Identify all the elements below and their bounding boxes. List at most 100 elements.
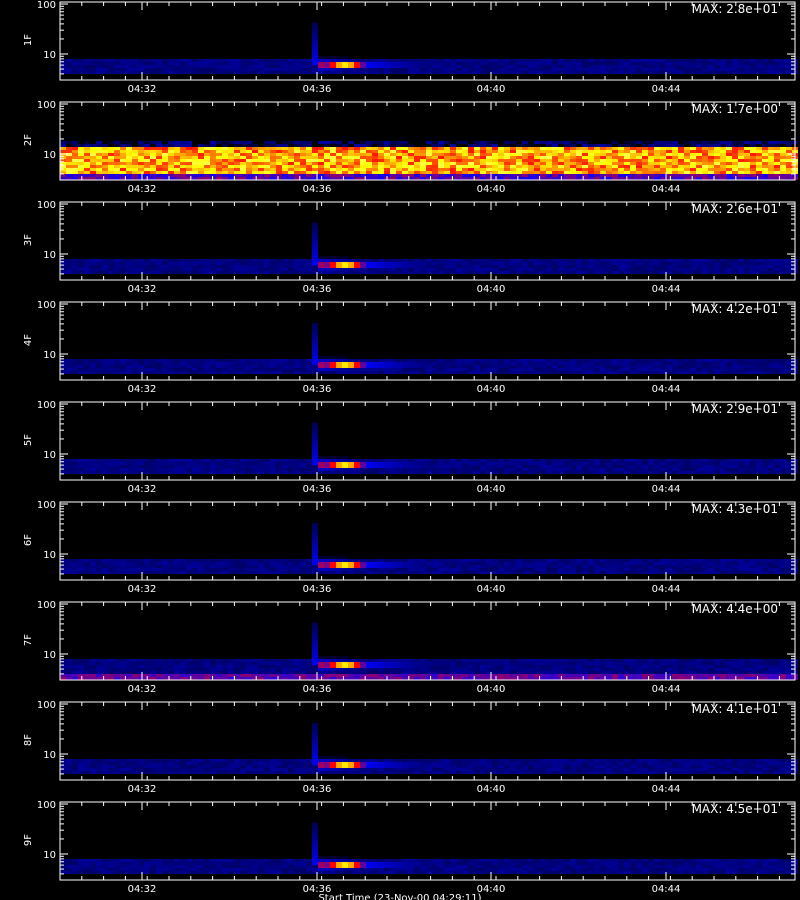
heatmap-cell xyxy=(612,259,618,262)
heatmap-cell xyxy=(282,468,288,471)
heatmap-cell xyxy=(714,159,720,162)
heatmap-cell xyxy=(162,265,168,268)
heatmap-cell xyxy=(648,165,654,168)
heatmap-cell xyxy=(528,162,534,165)
heatmap-cell xyxy=(516,59,522,62)
heatmap-cell xyxy=(162,365,168,368)
heatmap-cell xyxy=(84,562,90,565)
heatmap-cell xyxy=(732,559,738,562)
heatmap-cell xyxy=(318,262,324,265)
heatmap-cell xyxy=(480,147,486,150)
heatmap-cell xyxy=(744,365,750,368)
heatmap-cell xyxy=(96,468,102,471)
heatmap-cell xyxy=(300,159,306,162)
heatmap-cell xyxy=(156,468,162,471)
heatmap-cell xyxy=(312,223,318,226)
heatmap-cell xyxy=(786,359,792,362)
heatmap-cell xyxy=(384,71,390,74)
heatmap-cell xyxy=(312,247,318,250)
heatmap-cell xyxy=(264,262,270,265)
heatmap-cell xyxy=(372,371,378,374)
heatmap-cell xyxy=(720,174,726,177)
heatmap-cell xyxy=(426,268,432,271)
heatmap-cell xyxy=(696,562,702,565)
heatmap-cell xyxy=(780,271,786,274)
heatmap-cell xyxy=(144,562,150,565)
heatmap-cell xyxy=(642,468,648,471)
heatmap-cell xyxy=(474,559,480,562)
heatmap-cell xyxy=(348,150,354,153)
heatmap-cell xyxy=(474,565,480,568)
heatmap-cell xyxy=(600,68,606,71)
heatmap-cell xyxy=(432,59,438,62)
heatmap-cell xyxy=(588,359,594,362)
heatmap-cell xyxy=(678,153,684,156)
heatmap-cell xyxy=(144,165,150,168)
heatmap-cell xyxy=(654,162,660,165)
heatmap-cell xyxy=(108,174,114,177)
heatmap-cell xyxy=(246,565,252,568)
heatmap-cell xyxy=(324,71,330,74)
heatmap-cell xyxy=(84,144,90,147)
heatmap-cell xyxy=(78,171,84,174)
heatmap-cell xyxy=(306,368,312,371)
heatmap-cell xyxy=(582,371,588,374)
heatmap-cell xyxy=(246,365,252,368)
heatmap-cell xyxy=(252,265,258,268)
heatmap-cell xyxy=(606,262,612,265)
heatmap-cell xyxy=(714,562,720,565)
heatmap-cell xyxy=(372,159,378,162)
heatmap-cell xyxy=(318,59,324,62)
heatmap-cell xyxy=(270,359,276,362)
heatmap-cell xyxy=(744,156,750,159)
heatmap-cell xyxy=(420,171,426,174)
heatmap-cell xyxy=(498,153,504,156)
heatmap-cell xyxy=(222,165,228,168)
heatmap-cell xyxy=(582,71,588,74)
heatmap-cell xyxy=(204,468,210,471)
heatmap-cell xyxy=(258,559,264,562)
heatmap-cell xyxy=(276,162,282,165)
heatmap-cell xyxy=(696,174,702,177)
heatmap-cell xyxy=(270,174,276,177)
heatmap-cell xyxy=(174,559,180,562)
heatmap-cell xyxy=(198,462,204,465)
heatmap-cell xyxy=(546,141,552,144)
heatmap-cell xyxy=(318,147,324,150)
heatmap-cell xyxy=(108,141,114,144)
heatmap-cell xyxy=(750,268,756,271)
heatmap-cell xyxy=(294,262,300,265)
heatmap-cell xyxy=(198,271,204,274)
heatmap-cell xyxy=(156,359,162,362)
heatmap-cell xyxy=(618,459,624,462)
heatmap-cell xyxy=(492,147,498,150)
heatmap-cell xyxy=(282,371,288,374)
heatmap-cell xyxy=(456,162,462,165)
heatmap-cell xyxy=(234,362,240,365)
heatmap-cell xyxy=(138,268,144,271)
heatmap-cell xyxy=(480,465,486,468)
heatmap-cell xyxy=(378,371,384,374)
heatmap-cell xyxy=(162,162,168,165)
heatmap-cell xyxy=(378,156,384,159)
heatmap-cell xyxy=(738,71,744,74)
heatmap-cell xyxy=(516,271,522,274)
heatmap-cell xyxy=(726,259,732,262)
heatmap-cell xyxy=(486,156,492,159)
heatmap-cell xyxy=(96,144,102,147)
heatmap-cell xyxy=(300,265,306,268)
heatmap-cell xyxy=(252,156,258,159)
heatmap-cell xyxy=(498,562,504,565)
heatmap-cell xyxy=(348,371,354,374)
heatmap-cell xyxy=(228,368,234,371)
heatmap-cell xyxy=(336,362,342,365)
heatmap-cell xyxy=(528,259,534,262)
heatmap-cell xyxy=(144,159,150,162)
heatmap-cell xyxy=(348,59,354,62)
heatmap-cell xyxy=(396,265,402,268)
heatmap-cell xyxy=(642,68,648,71)
heatmap-cell xyxy=(342,468,348,471)
heatmap-cell xyxy=(180,68,186,71)
heatmap-cell xyxy=(756,68,762,71)
heatmap-cell xyxy=(156,59,162,62)
